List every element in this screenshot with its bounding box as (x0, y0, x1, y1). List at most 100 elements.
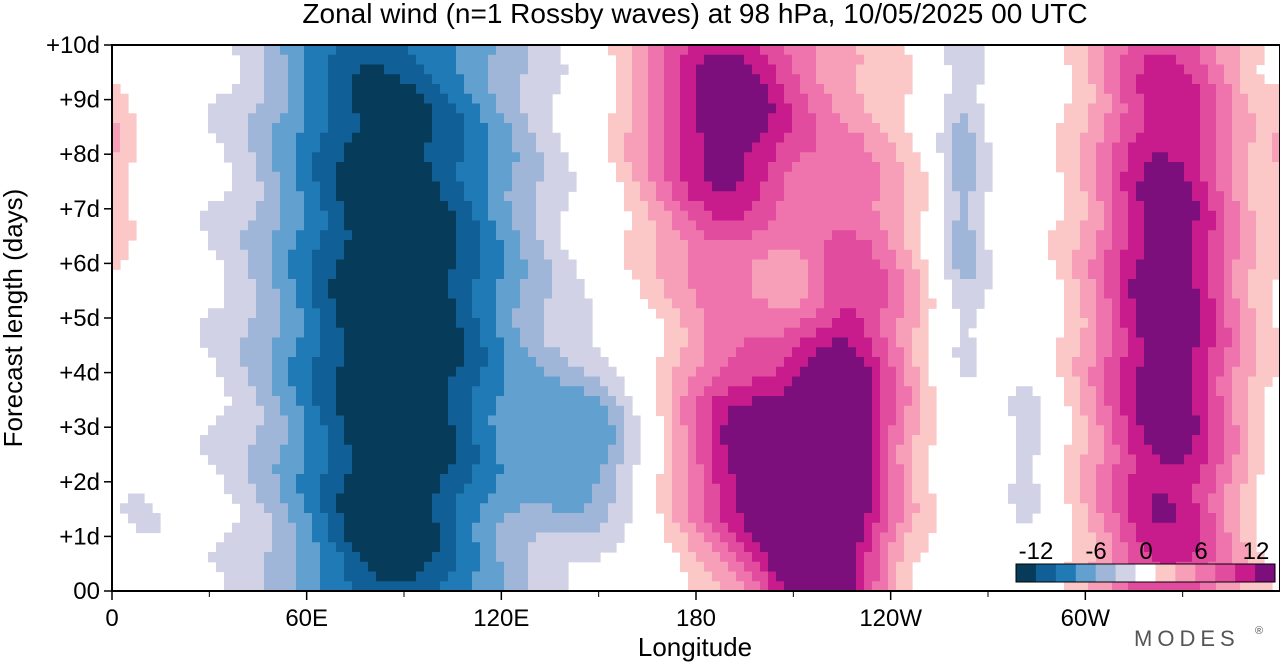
contour-cell (232, 357, 241, 368)
contour-cell (280, 220, 289, 231)
contour-cell (1232, 298, 1241, 309)
contour-cell (288, 220, 297, 231)
contour-cell (528, 162, 537, 173)
contour-cell (520, 366, 529, 378)
contour-cell (1248, 210, 1257, 222)
contour-cell (1240, 152, 1249, 163)
contour-cell (624, 123, 633, 134)
contour-cell (424, 357, 433, 368)
contour-cell (1256, 288, 1265, 300)
contour-cell (888, 93, 897, 105)
contour-cell (856, 54, 865, 66)
contour-cell (352, 74, 361, 85)
contour-cell (1120, 103, 1129, 114)
contour-cell (224, 279, 233, 290)
contour-cell (272, 152, 281, 163)
contour-cell (552, 259, 561, 270)
contour-cell (1256, 454, 1265, 465)
contour-cell (888, 230, 897, 241)
contour-cell (864, 405, 873, 417)
contour-cell (1080, 288, 1089, 300)
contour-cell (472, 347, 481, 358)
contour-cell (416, 230, 425, 241)
contour-cell (856, 74, 865, 85)
contour-cell (424, 113, 433, 124)
contour-cell (1104, 93, 1113, 105)
contour-cell (816, 132, 825, 144)
contour-cell (1168, 201, 1177, 212)
contour-cell (1176, 288, 1185, 300)
contour-cell (784, 435, 793, 446)
contour-cell (760, 259, 769, 270)
contour-cell (584, 308, 593, 319)
contour-cell (400, 444, 409, 456)
contour-cell (320, 376, 329, 387)
contour-cell (1032, 415, 1041, 426)
contour-cell (416, 464, 425, 475)
contour-cell (400, 210, 409, 222)
contour-cell (640, 230, 649, 241)
contour-cell (1256, 249, 1265, 261)
contour-cell (616, 415, 625, 426)
contour-cell (392, 405, 401, 417)
contour-cell (392, 435, 401, 446)
contour-cell (968, 74, 977, 85)
contour-cell (1112, 337, 1121, 348)
contour-cell (488, 191, 497, 202)
contour-cell (984, 249, 993, 261)
contour-cell (728, 103, 737, 114)
contour-cell (288, 376, 297, 387)
contour-cell (872, 415, 881, 426)
contour-cell (336, 210, 345, 222)
contour-cell (848, 464, 857, 475)
contour-cell (496, 54, 505, 66)
contour-cell (392, 415, 401, 426)
contour-cell (1200, 54, 1209, 66)
contour-cell (1224, 327, 1233, 339)
contour-cell (704, 171, 713, 183)
contour-cell (696, 444, 705, 456)
contour-cell (976, 74, 985, 85)
contour-cell (1128, 357, 1137, 368)
contour-cell (448, 45, 457, 56)
contour-cell (712, 45, 721, 56)
contour-cell (704, 132, 713, 144)
contour-cell (712, 454, 721, 465)
contour-cell (360, 425, 369, 436)
contour-cell (744, 113, 753, 124)
contour-cell (1184, 318, 1193, 329)
contour-cell (264, 201, 273, 212)
contour-cell (688, 64, 697, 75)
contour-cell (856, 64, 865, 75)
contour-cell (552, 84, 561, 95)
contour-cell (712, 74, 721, 85)
contour-cell (792, 347, 801, 358)
contour-cell (1216, 415, 1225, 426)
contour-cell (968, 64, 977, 75)
contour-cell (872, 327, 881, 339)
contour-cell (816, 45, 825, 56)
contour-cell (688, 249, 697, 261)
contour-cell (672, 240, 681, 251)
contour-cell (744, 318, 753, 329)
contour-cell (632, 74, 641, 85)
contour-cell (232, 240, 241, 251)
contour-cell (816, 444, 825, 456)
contour-cell (784, 45, 793, 56)
contour-cell (976, 54, 985, 66)
contour-cell (1168, 249, 1177, 261)
contour-cell (1136, 191, 1145, 202)
contour-cell (560, 415, 569, 426)
contour-cell (784, 337, 793, 348)
contour-cell (640, 259, 649, 270)
contour-cell (1144, 279, 1153, 290)
contour-cell (504, 405, 513, 417)
contour-cell (728, 84, 737, 95)
contour-cell (488, 435, 497, 446)
contour-cell (488, 318, 497, 329)
contour-cell (976, 230, 985, 241)
contour-cell (720, 249, 729, 261)
contour-cell (752, 366, 761, 378)
contour-cell (952, 84, 961, 95)
contour-cell (280, 454, 289, 465)
